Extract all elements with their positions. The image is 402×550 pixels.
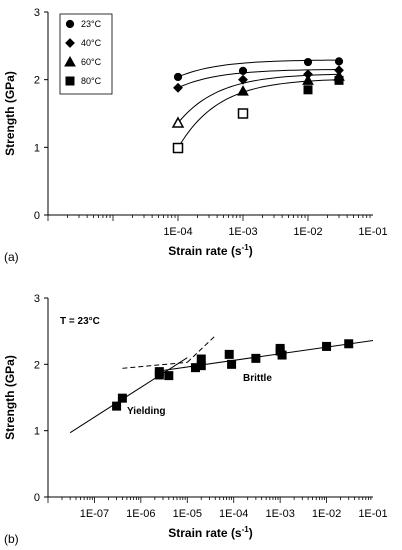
data-point — [154, 367, 164, 377]
x-tick-label: 1E-03 — [228, 226, 257, 238]
legend-marker — [64, 55, 76, 67]
y-tick-label: 2 — [34, 75, 40, 87]
y-tick-label: 3 — [34, 7, 40, 19]
legend-marker — [65, 19, 75, 29]
data-point — [173, 82, 183, 93]
fit-line-dashed — [186, 335, 216, 363]
legend-label: 60°C — [81, 57, 102, 67]
fit-line-dashed — [122, 361, 188, 369]
data-point — [277, 350, 287, 360]
x-tick-label: 1E-02 — [293, 226, 322, 238]
data-point — [344, 339, 354, 349]
fit-curve — [177, 59, 340, 78]
data-point — [251, 353, 261, 363]
data-point — [237, 85, 249, 96]
fit-curve — [177, 69, 340, 89]
temperature-annotation: T = 23°C — [60, 316, 100, 327]
data-point-open — [171, 116, 185, 128]
x-tick-label: 1E-01 — [358, 508, 387, 520]
x-axis-title: Strain rate (s-1) — [168, 525, 252, 540]
legend-label: 40°C — [81, 38, 102, 48]
panel-label: (a) — [4, 250, 19, 264]
y-tick-label: 2 — [34, 359, 40, 371]
y-axis-title: Strength (GPa) — [3, 71, 17, 156]
data-point — [238, 74, 248, 85]
data-point-open — [172, 142, 184, 154]
y-tick-label: 0 — [34, 210, 40, 222]
data-point — [227, 359, 237, 369]
panel-label: (b) — [4, 532, 19, 546]
y-axis-title: Strength (GPa) — [3, 355, 17, 440]
data-point — [302, 74, 314, 85]
data-point — [112, 401, 122, 411]
x-tick-label: 1E-07 — [80, 508, 109, 520]
legend-label: 23°C — [81, 19, 102, 29]
fit-curve — [177, 79, 340, 149]
fit-line — [69, 357, 188, 434]
y-tick-label: 1 — [34, 142, 40, 154]
brittle-annotation: Brittle — [243, 373, 272, 384]
x-tick-label: 1E-04 — [219, 508, 248, 520]
data-point — [303, 85, 313, 95]
x-tick-label: 1E-05 — [173, 508, 202, 520]
data-point — [196, 354, 206, 364]
legend-marker — [65, 38, 75, 48]
data-point — [224, 349, 234, 359]
legend-marker — [65, 76, 75, 86]
data-point-open — [237, 108, 249, 119]
y-tick-label: 1 — [34, 426, 40, 438]
fit-line — [154, 339, 374, 373]
data-point — [303, 57, 313, 67]
x-tick-label: 1E-03 — [265, 508, 294, 520]
yielding-annotation: Yielding — [127, 406, 166, 417]
data-point — [334, 75, 344, 85]
fit-curve — [177, 73, 340, 124]
panel-b: 0 1 2 3 1E-07 1E-06 1E-05 1E-04 1E-03 1E-02 1E-01 S… — [3, 293, 388, 546]
panel-a: 0 1 2 3 1E-04 1E-03 1E-02 1E-01 Strain rate (s-1… — [3, 7, 388, 264]
x-tick-label: 1E-04 — [163, 226, 192, 238]
x-tick-label: 1E-02 — [312, 508, 341, 520]
x-axis-title: Strain rate (s-1) — [168, 243, 252, 258]
y-tick-label: 0 — [34, 492, 40, 504]
y-tick-label: 3 — [34, 293, 40, 305]
data-point — [322, 341, 332, 351]
data-point — [117, 393, 127, 403]
legend-label: 80°C — [81, 76, 102, 86]
data-point — [173, 72, 183, 82]
data-point — [334, 57, 344, 66]
data-point — [164, 371, 174, 381]
x-tick-label: 1E-06 — [126, 508, 155, 520]
x-tick-label: 1E-01 — [358, 226, 387, 238]
data-point — [238, 66, 248, 75]
